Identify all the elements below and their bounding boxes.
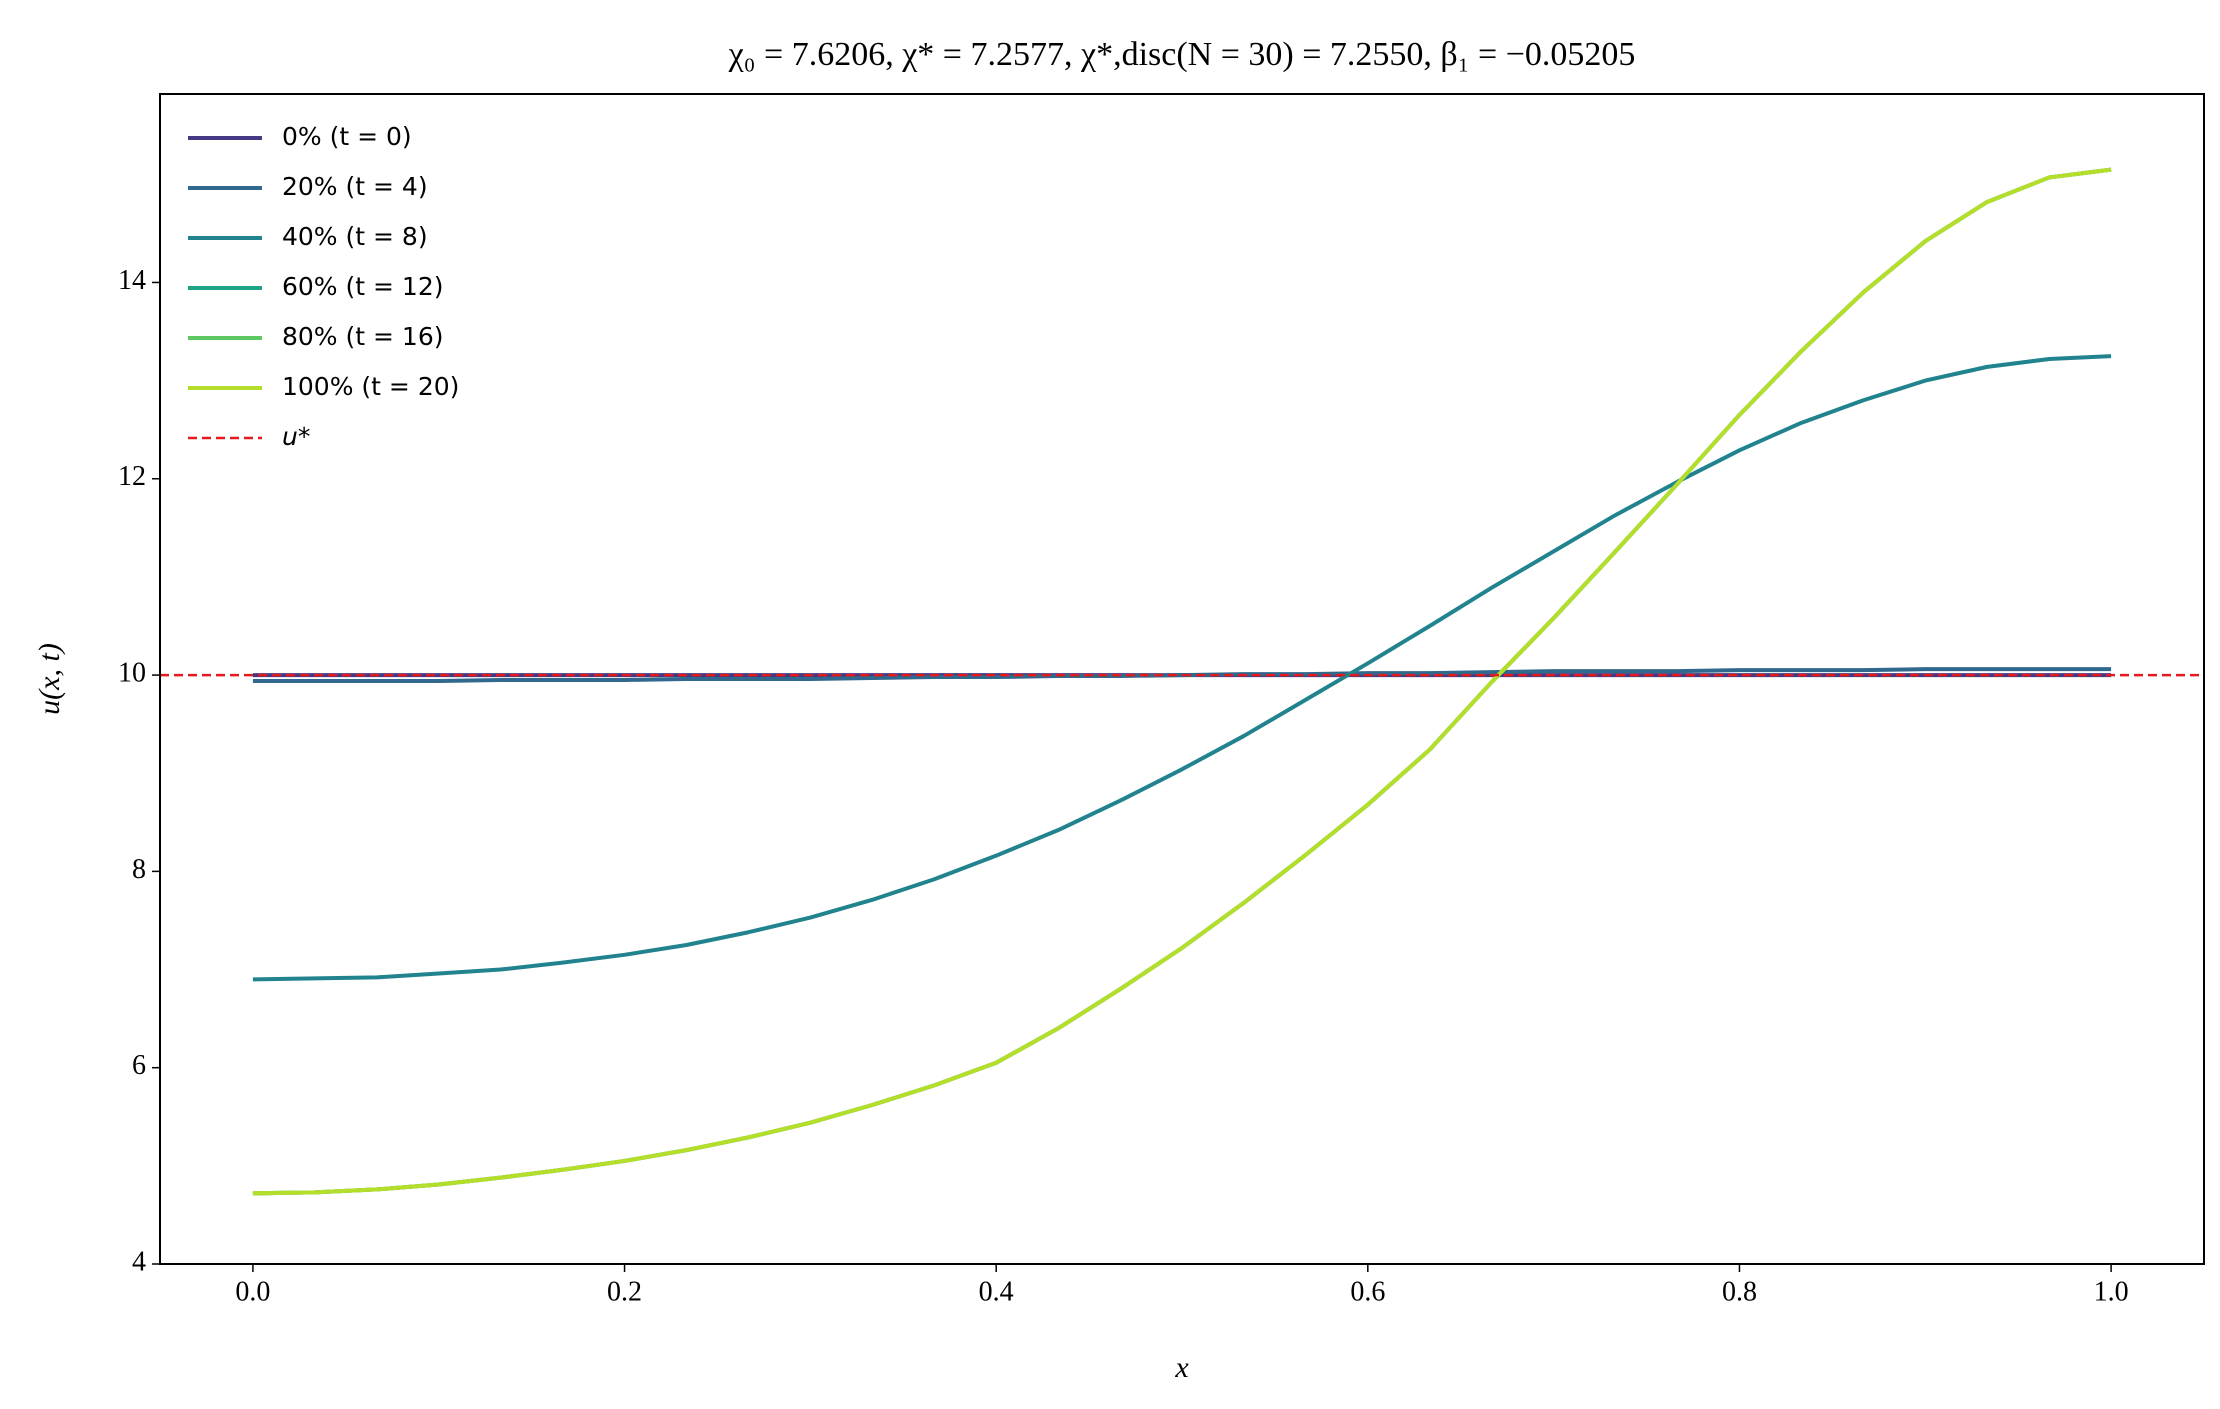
legend-label: 20% (t = 4) <box>282 172 428 201</box>
legend-label: u* <box>282 422 310 451</box>
x-tick-label: 0.0 <box>235 1276 270 1307</box>
legend-label: 60% (t = 12) <box>282 272 443 301</box>
x-tick-label: 0.4 <box>979 1276 1014 1307</box>
y-tick-label: 6 <box>132 1050 146 1081</box>
y-tick-label: 8 <box>132 854 146 885</box>
y-tick-label: 12 <box>118 461 146 492</box>
x-axis-label: x <box>1174 1351 1189 1384</box>
series-line <box>252 167 2112 1196</box>
plot-frame <box>159 93 2205 1265</box>
x-tick-label: 0.2 <box>607 1276 642 1307</box>
x-tick-label: 1.0 <box>2094 1276 2129 1307</box>
chart-title: χ₀ = 7.6206, χ* = 7.2577, χ*,disc(N = 30… <box>728 36 1636 73</box>
y-tick-label: 14 <box>118 265 146 296</box>
x-tick-label: 0.8 <box>1722 1276 1757 1307</box>
legend-label: 80% (t = 16) <box>282 322 443 351</box>
y-tick-label: 10 <box>118 657 146 688</box>
y-axis-label: u(x, t) <box>33 643 66 715</box>
series-line <box>252 354 2112 982</box>
legend-label: 0% (t = 0) <box>282 122 412 151</box>
legend-label: 100% (t = 20) <box>282 372 459 401</box>
y-tick-label: 4 <box>132 1246 146 1277</box>
legend-label: 40% (t = 8) <box>282 222 428 251</box>
x-tick-label: 0.6 <box>1350 1276 1385 1307</box>
